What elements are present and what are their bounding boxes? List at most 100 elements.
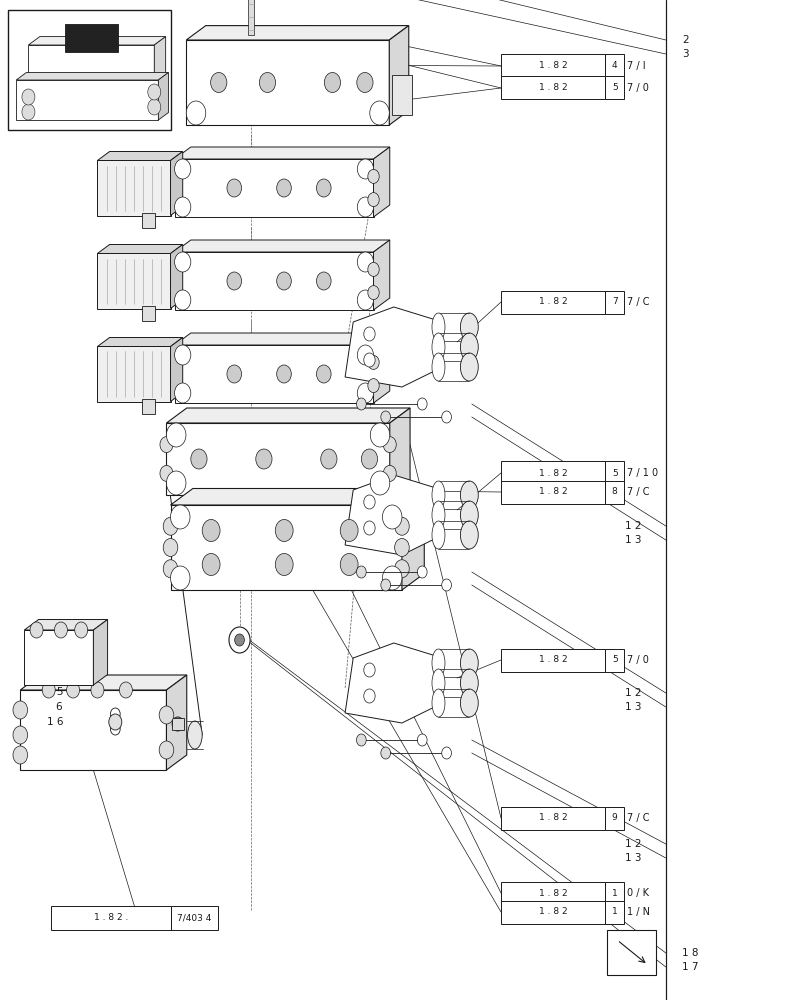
- Ellipse shape: [431, 501, 444, 529]
- Ellipse shape: [431, 521, 444, 549]
- Circle shape: [367, 262, 379, 276]
- Text: 3: 3: [681, 49, 688, 59]
- Text: 1 3: 1 3: [624, 535, 641, 545]
- Circle shape: [356, 73, 372, 93]
- Circle shape: [160, 437, 173, 453]
- Bar: [172, 718, 183, 730]
- Circle shape: [356, 734, 366, 746]
- Polygon shape: [345, 475, 442, 555]
- Text: 9: 9: [611, 814, 617, 822]
- Circle shape: [316, 365, 331, 383]
- Circle shape: [277, 365, 291, 383]
- Bar: [500, 290, 604, 314]
- Text: 1 2: 1 2: [624, 839, 641, 849]
- Text: 1 . 8 2: 1 . 8 2: [538, 814, 567, 822]
- Circle shape: [383, 465, 396, 481]
- Text: 1 2: 1 2: [624, 521, 641, 531]
- Circle shape: [363, 689, 375, 703]
- Circle shape: [394, 538, 409, 556]
- Bar: [604, 882, 624, 904]
- Polygon shape: [158, 73, 169, 120]
- Circle shape: [277, 272, 291, 290]
- Ellipse shape: [460, 669, 478, 697]
- Circle shape: [42, 682, 55, 698]
- Circle shape: [363, 495, 375, 509]
- Bar: [607, 930, 655, 975]
- Circle shape: [259, 73, 275, 93]
- Text: 1 . 8 2: 1 . 8 2: [538, 84, 567, 93]
- Bar: [247, 0, 254, 35]
- Circle shape: [160, 465, 173, 481]
- Bar: [8, 10, 170, 130]
- Circle shape: [172, 717, 183, 731]
- Circle shape: [226, 179, 242, 197]
- Bar: [604, 290, 624, 314]
- Polygon shape: [170, 244, 182, 308]
- Polygon shape: [93, 619, 107, 685]
- Bar: [391, 75, 411, 115]
- Circle shape: [356, 398, 366, 410]
- Circle shape: [356, 566, 366, 578]
- Circle shape: [159, 741, 174, 759]
- Polygon shape: [345, 643, 442, 723]
- Polygon shape: [28, 37, 165, 45]
- Circle shape: [119, 682, 132, 698]
- Text: 1 2: 1 2: [624, 688, 641, 698]
- Circle shape: [380, 747, 390, 759]
- Circle shape: [163, 560, 178, 578]
- Bar: [604, 648, 624, 672]
- Circle shape: [255, 449, 272, 469]
- Ellipse shape: [431, 313, 444, 341]
- Circle shape: [369, 101, 388, 125]
- Circle shape: [417, 734, 427, 746]
- Polygon shape: [97, 151, 182, 160]
- Text: 7/403 4: 7/403 4: [177, 914, 211, 922]
- Circle shape: [382, 505, 401, 529]
- Circle shape: [394, 517, 409, 535]
- Circle shape: [148, 99, 161, 115]
- Bar: [28, 45, 154, 85]
- Polygon shape: [389, 408, 410, 495]
- Ellipse shape: [431, 481, 444, 509]
- Bar: [500, 461, 604, 484]
- Circle shape: [324, 73, 340, 93]
- Text: 5: 5: [611, 468, 617, 478]
- Bar: [174, 159, 373, 217]
- Text: 1 6: 1 6: [47, 717, 63, 727]
- Polygon shape: [401, 488, 423, 590]
- Bar: [174, 252, 373, 310]
- Circle shape: [186, 101, 205, 125]
- Circle shape: [174, 290, 191, 310]
- Ellipse shape: [431, 649, 444, 677]
- Text: 1 . 8 2: 1 . 8 2: [538, 888, 567, 898]
- Circle shape: [383, 437, 396, 453]
- Text: 1 7: 1 7: [681, 962, 697, 972]
- Text: 1 5: 1 5: [47, 687, 63, 697]
- Bar: [500, 900, 604, 924]
- Ellipse shape: [460, 313, 478, 341]
- Polygon shape: [170, 337, 182, 401]
- Bar: [65, 24, 118, 52]
- Bar: [604, 806, 624, 830]
- Polygon shape: [170, 488, 423, 505]
- Bar: [500, 648, 604, 672]
- Circle shape: [109, 714, 122, 730]
- Text: 7 / C: 7 / C: [626, 297, 649, 307]
- Ellipse shape: [187, 721, 202, 749]
- Bar: [171, 906, 217, 930]
- Circle shape: [170, 566, 190, 590]
- Text: 5: 5: [611, 84, 617, 93]
- Polygon shape: [174, 240, 389, 252]
- Text: 1 . 8 2: 1 . 8 2: [538, 656, 567, 664]
- Polygon shape: [345, 307, 442, 387]
- Text: 1 . 8 2: 1 . 8 2: [538, 298, 567, 306]
- Ellipse shape: [431, 689, 444, 717]
- Polygon shape: [154, 37, 165, 85]
- Circle shape: [340, 553, 358, 576]
- Circle shape: [363, 353, 375, 367]
- Circle shape: [417, 398, 427, 410]
- Ellipse shape: [460, 649, 478, 677]
- Text: 7 / 1 0: 7 / 1 0: [626, 468, 657, 478]
- Circle shape: [316, 272, 331, 290]
- Text: 2: 2: [681, 35, 688, 45]
